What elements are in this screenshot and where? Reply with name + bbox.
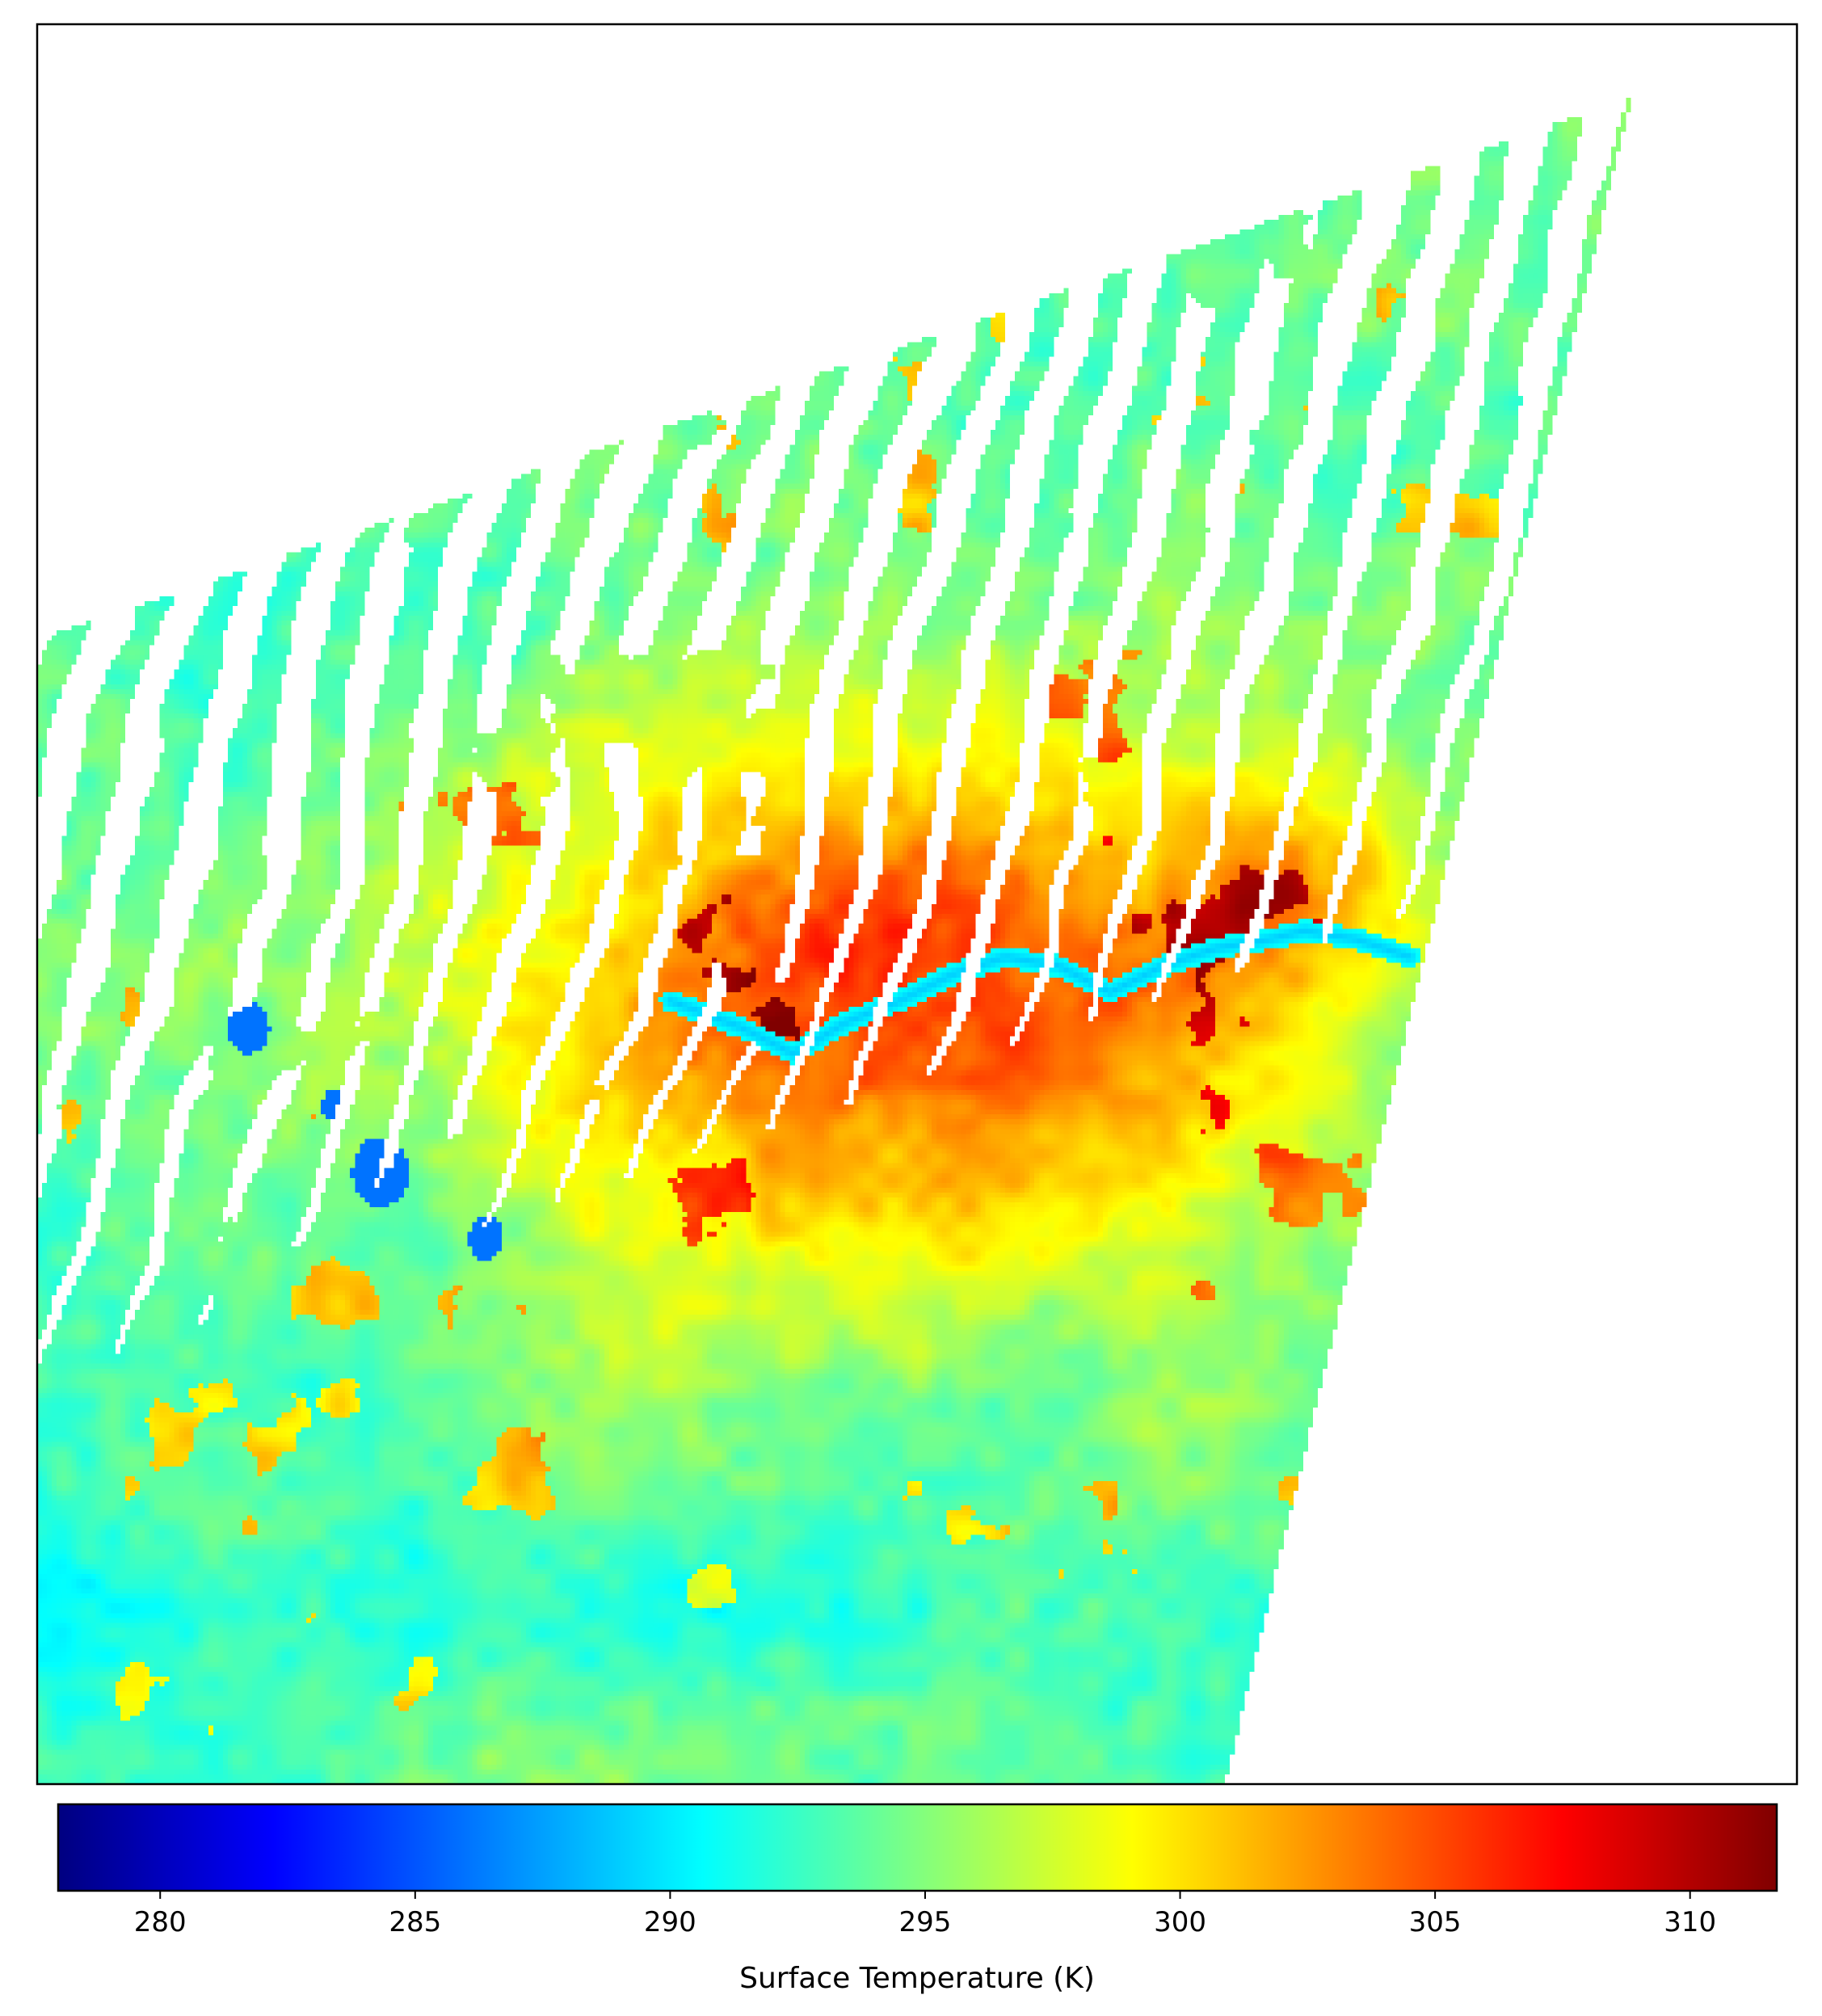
plot-area [36, 23, 1799, 1786]
colorbar-tick-label: 310 [1664, 1906, 1716, 1938]
colorbar-tick-label: 290 [644, 1906, 696, 1938]
heatmap-raster [37, 24, 1797, 1784]
colorbar-tick-label: 295 [899, 1906, 952, 1938]
colorbar-tick-label: 305 [1409, 1906, 1462, 1938]
colorbar-tick-label: 300 [1154, 1906, 1206, 1938]
colorbar-tick-label: 280 [134, 1906, 187, 1938]
colorbar-tick-label: 285 [389, 1906, 441, 1938]
colorbar-frame [57, 1803, 1778, 1892]
colorbar: 280 285 290 295 300 305 310 Surface Temperatur… [57, 1803, 1778, 1995]
colorbar-label: Surface Temperature (K) [739, 1962, 1095, 1995]
colorbar-ticks: 280 285 290 295 300 305 310 [134, 1891, 1716, 1938]
colorbar-gradient [58, 1804, 1777, 1891]
plot-frame [36, 23, 1799, 1786]
